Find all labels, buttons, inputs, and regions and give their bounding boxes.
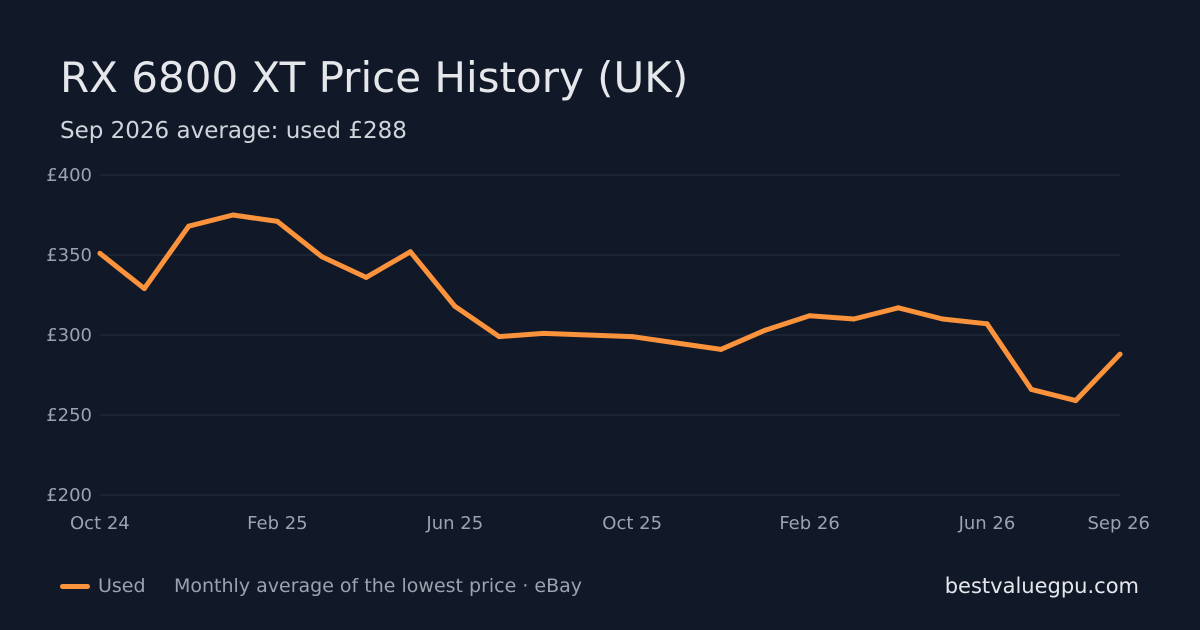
y-tick-label: £200 [46, 485, 92, 506]
legend-swatch-used [60, 584, 90, 589]
chart-subtitle: Sep 2026 average: used £288 [60, 118, 407, 144]
data-point-used [319, 254, 325, 260]
data-point-used [141, 286, 147, 292]
data-point-used [895, 305, 901, 311]
data-point-used [97, 250, 103, 256]
x-tick-label: Oct 24 [70, 513, 130, 534]
x-axis-ticks: Oct 24 Feb 25 Jun 25 Oct 25 Feb 26 Jun 26 Sep … [70, 513, 1150, 534]
data-point-used [762, 327, 768, 333]
data-point-used [496, 334, 502, 340]
legend-label-used: Used [98, 575, 146, 597]
data-point-used [186, 223, 192, 229]
data-point-used [629, 334, 635, 340]
data-point-used [585, 332, 591, 338]
data-point-used [807, 313, 813, 319]
data-point-used [940, 316, 946, 322]
x-tick-label: Feb 25 [247, 513, 308, 534]
x-tick-label: Sep 26 [1087, 513, 1150, 534]
source-note: Monthly average of the lowest price · eB… [174, 575, 583, 597]
data-point-used [1028, 386, 1034, 392]
data-point-used [540, 330, 546, 336]
x-tick-label: Jun 25 [425, 513, 483, 534]
brand-link[interactable]: bestvaluegpu.com [944, 574, 1139, 598]
y-tick-label: £400 [46, 165, 92, 186]
data-point-used [1117, 351, 1123, 357]
data-point-used [1073, 398, 1079, 404]
y-tick-label: £300 [46, 325, 92, 346]
x-tick-label: Oct 25 [602, 513, 662, 534]
data-point-used [407, 249, 413, 255]
y-axis-ticks: £200 £250 £300 £350 £400 [46, 165, 92, 506]
series-layer [97, 212, 1123, 404]
y-tick-label: £250 [46, 405, 92, 426]
data-point-used [363, 274, 369, 280]
data-point-used [718, 346, 724, 352]
data-point-used [674, 340, 680, 346]
chart-footer: Used Monthly average of the lowest price… [0, 568, 1200, 604]
data-point-used [274, 218, 280, 224]
data-point-used [230, 212, 236, 218]
chart-title: RX 6800 XT Price History (UK) [60, 53, 689, 102]
y-tick-label: £350 [46, 245, 92, 266]
series-line-used [97, 212, 1123, 404]
data-point-used [851, 316, 857, 322]
data-point-used [452, 303, 458, 309]
x-tick-label: Jun 26 [958, 513, 1016, 534]
x-tick-label: Feb 26 [779, 513, 840, 534]
data-point-used [984, 321, 990, 327]
